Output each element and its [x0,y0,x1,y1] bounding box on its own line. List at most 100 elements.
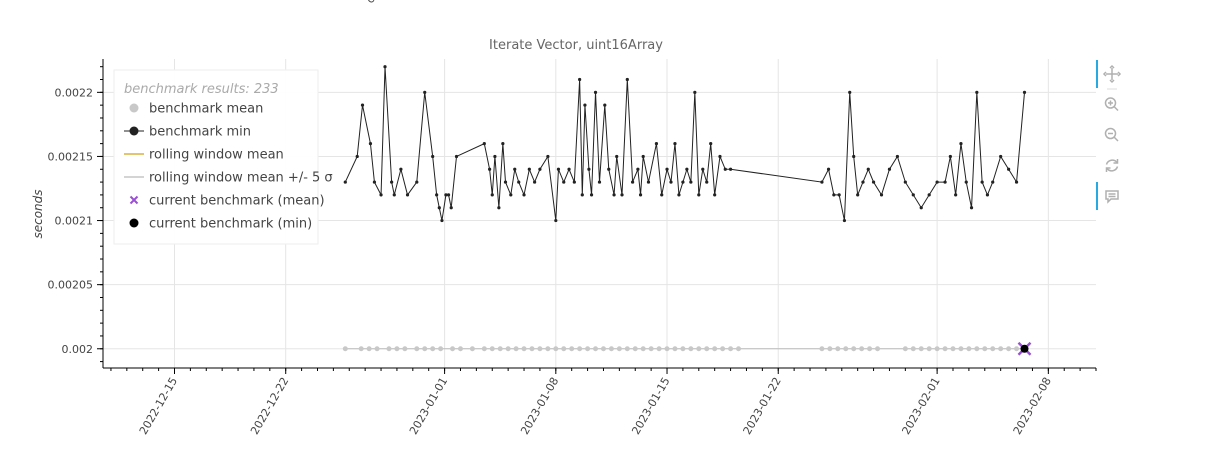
x-tick-label: 2023-01-15 [629,375,672,437]
min-point [1007,167,1011,171]
mean-point [867,346,873,352]
zoom-in-icon [1104,97,1119,112]
toolbar[interactable] [1096,59,1127,211]
mean-point [926,346,932,352]
mean-point [537,346,543,352]
mean-point [505,346,511,352]
min-point [449,206,453,210]
mean-point [696,346,702,352]
min-point [444,193,448,197]
min-point [677,193,681,197]
mean-point [469,346,475,352]
min-point [911,193,915,197]
min-point [927,193,931,197]
mean-point [712,346,718,352]
y-tick-label: 0.00215 [48,150,94,163]
min-point [964,180,968,184]
min-point [660,193,664,197]
min-point [852,154,856,159]
mean-point [843,346,849,352]
mean-point [422,346,428,352]
min-point [842,218,847,223]
min-point [980,180,984,184]
min-point [705,180,709,184]
hover-tool[interactable] [1096,181,1127,211]
reset-tool[interactable] [1097,151,1127,181]
mean-point [648,346,654,352]
min-point [861,180,865,184]
mean-point [561,346,567,352]
legend-header: benchmark results: 233 [124,82,279,97]
min-point [437,206,441,210]
mean-point [656,346,662,352]
mean-point [998,346,1004,352]
min-point [583,103,587,107]
min-point [572,180,576,184]
wheel-zoom-in-tool[interactable] [1097,90,1127,120]
wheel-zoom-in-tool-hitbox[interactable] [1097,90,1127,120]
min-point [723,167,727,171]
min-point [493,154,497,159]
legend-item-label: current benchmark (mean) [149,194,325,209]
mean-point [640,346,646,352]
mean-point [974,346,980,352]
min-point [871,180,876,184]
min-point [697,193,701,197]
legend-item-label: current benchmark (min) [149,217,312,232]
mean-point [990,346,996,352]
min-point [636,167,640,171]
min-point [954,193,958,197]
min-point [580,193,584,197]
min-point [866,167,870,171]
min-point [641,154,645,159]
min-point [826,167,831,171]
wheel-zoom-out-tool-hitbox[interactable] [1097,120,1127,150]
mean-point [902,346,908,352]
mean-point [600,346,606,352]
min-point [440,218,444,223]
min-point [832,193,836,197]
min-point [554,218,558,223]
mean-point [402,346,408,352]
min-point [415,180,419,184]
min-point [546,154,550,159]
reset-tool-hitbox[interactable] [1097,151,1127,181]
min-point [517,180,521,184]
mean-point [608,346,614,352]
mean-point [819,346,825,352]
mean-point [875,346,881,352]
min-point [673,142,677,146]
min-point [943,180,947,184]
mean-point [950,346,956,352]
plot-area[interactable] [342,65,1032,356]
min-point [701,167,705,171]
mean-point [1014,346,1020,352]
legend-item-label: rolling window mean [149,148,284,163]
mean-point [851,346,857,352]
mean-point [680,346,686,352]
min-point [638,193,643,197]
pan-tool[interactable] [1096,59,1127,89]
chart-title: Iterate Vector, uint16Array [489,38,663,53]
mean-point [430,346,436,352]
min-point [879,193,884,197]
wheel-zoom-out-tool[interactable] [1097,120,1127,150]
min-point [390,180,394,184]
x-tick-label: 2022-12-15 [137,375,180,437]
min-point [482,142,486,146]
zoom-out-icon [1104,127,1119,142]
mean-point [577,346,583,352]
legend-glyph-min-dot [129,126,139,136]
min-point [654,142,659,146]
mean-point [859,346,865,352]
min-point [820,180,824,184]
min-point [405,193,410,197]
min-point [615,154,619,159]
mean-point [358,346,364,352]
legend-glyph-mean [129,103,139,113]
min-point [488,167,492,171]
min-point [593,90,598,94]
min-point [991,180,995,184]
min-point [343,180,347,184]
